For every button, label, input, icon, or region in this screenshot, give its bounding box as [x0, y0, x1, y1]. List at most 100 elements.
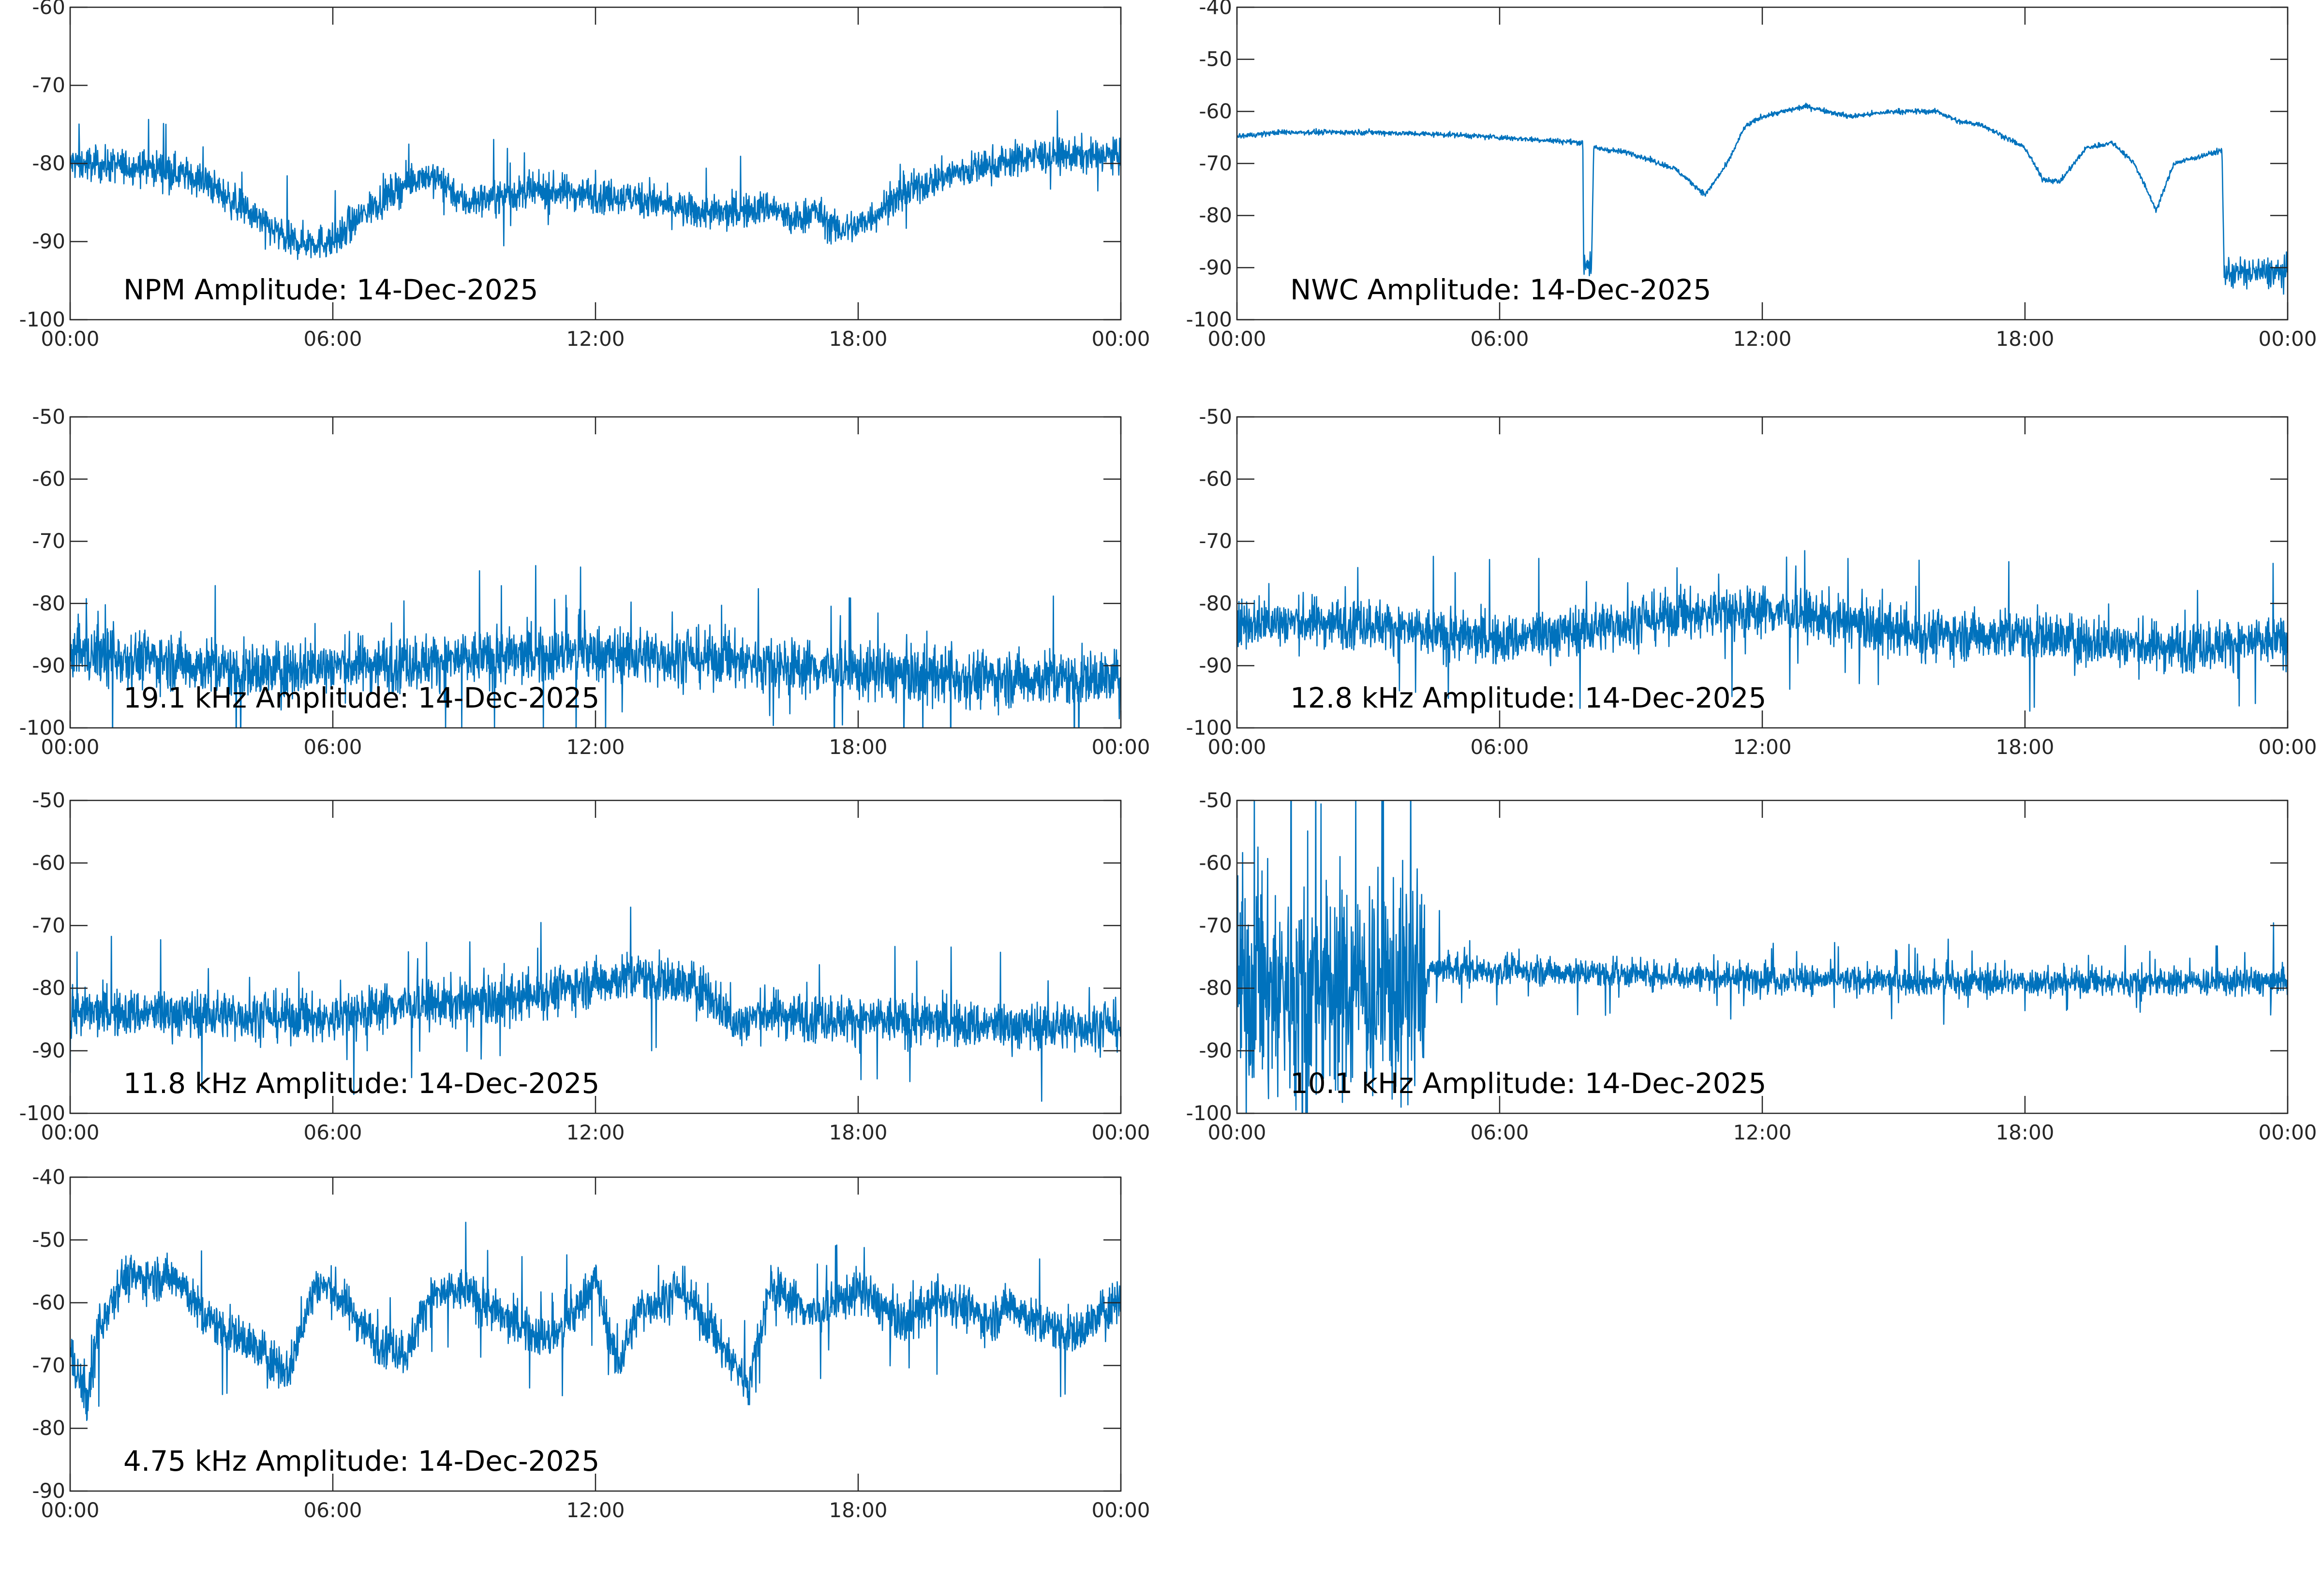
x-tick-label: 12:00: [566, 1498, 625, 1522]
y-tick-label: -40: [1199, 0, 1232, 19]
x-tick-label: 06:00: [1470, 735, 1529, 759]
amplitude-trace: [70, 565, 1121, 728]
chart-title: NWC Amplitude: 14-Dec-2025: [1290, 273, 1711, 306]
y-tick-label: -80: [32, 976, 65, 1000]
y-tick-label: -90: [32, 1039, 65, 1063]
y-tick-label: -90: [32, 1479, 65, 1503]
amplitude-trace: [70, 906, 1121, 1102]
y-tick-label: -70: [32, 529, 65, 553]
y-tick-label: -90: [32, 653, 65, 677]
y-tick-label: -100: [19, 308, 65, 331]
axes-box: [69, 799, 1122, 1114]
y-tick-label: -60: [32, 0, 65, 19]
x-tick-label: 06:00: [303, 735, 362, 759]
y-tick-label: -70: [1199, 529, 1232, 553]
y-tick-label: -80: [1199, 976, 1232, 1000]
x-tick-label: 06:00: [1470, 1121, 1529, 1144]
y-tick-label: -70: [1199, 151, 1232, 175]
y-tick-label: -90: [1199, 653, 1232, 677]
y-tick-label: -60: [32, 1291, 65, 1315]
x-tick-label: 00:00: [1207, 327, 1266, 351]
y-tick-label: -60: [1199, 467, 1232, 491]
y-tick-label: -100: [19, 1101, 65, 1125]
y-tick-label: -90: [1199, 255, 1232, 279]
y-tick-label: -60: [1199, 851, 1232, 874]
y-tick-label: -80: [1199, 591, 1232, 615]
chart-title: 10.1 kHz Amplitude: 14-Dec-2025: [1290, 1067, 1766, 1100]
x-tick-label: 00:00: [2258, 1121, 2317, 1144]
y-tick-label: -50: [32, 1228, 65, 1252]
x-tick-label: 12:00: [566, 327, 625, 351]
x-tick-label: 12:00: [1733, 327, 1791, 351]
y-tick-label: -50: [32, 788, 65, 812]
x-tick-label: 06:00: [1470, 327, 1529, 351]
y-tick-label: -50: [1199, 47, 1232, 71]
y-tick-label: -50: [1199, 405, 1232, 429]
y-tick-label: -90: [32, 230, 65, 253]
chart-title: 11.8 kHz Amplitude: 14-Dec-2025: [123, 1067, 599, 1100]
x-tick-label: 00:00: [1207, 1121, 1266, 1144]
y-tick-label: -100: [19, 716, 65, 739]
y-tick-label: -80: [1199, 204, 1232, 227]
chart-title: NPM Amplitude: 14-Dec-2025: [123, 273, 538, 306]
y-tick-label: -90: [1199, 1039, 1232, 1063]
y-tick-label: -80: [32, 1416, 65, 1440]
x-tick-label: 12:00: [1733, 735, 1791, 759]
y-tick-label: -100: [1186, 1101, 1232, 1125]
y-tick-label: -40: [32, 1165, 65, 1189]
x-tick-label: 18:00: [829, 1121, 887, 1144]
y-tick-label: -60: [32, 851, 65, 874]
amplitude-trace: [1237, 550, 2288, 712]
x-tick-label: 06:00: [303, 327, 362, 351]
amplitude-trace: [70, 1222, 1121, 1421]
axes-box: [1236, 799, 2289, 1114]
amplitude-trace: [70, 110, 1121, 260]
x-tick-label: 00:00: [2258, 327, 2317, 351]
x-tick-label: 06:00: [303, 1498, 362, 1522]
amplitude-trace: [1237, 103, 2288, 295]
x-tick-label: 06:00: [303, 1121, 362, 1144]
chart-title: 4.75 kHz Amplitude: 14-Dec-2025: [123, 1445, 599, 1478]
x-tick-label: 00:00: [41, 735, 99, 759]
x-tick-label: 00:00: [1091, 1121, 1150, 1144]
y-tick-label: -70: [32, 74, 65, 97]
y-tick-label: -70: [32, 914, 65, 937]
x-tick-label: 00:00: [41, 327, 99, 351]
y-tick-label: -60: [32, 467, 65, 491]
y-tick-label: -50: [32, 405, 65, 429]
amplitude-trace: [1237, 800, 2288, 1113]
y-tick-label: -100: [1186, 308, 1232, 331]
x-tick-label: 00:00: [41, 1121, 99, 1144]
x-tick-label: 18:00: [829, 1498, 887, 1522]
x-tick-label: 00:00: [1091, 1498, 1150, 1522]
x-tick-label: 00:00: [1091, 735, 1150, 759]
y-tick-label: -50: [1199, 788, 1232, 812]
x-tick-label: 12:00: [566, 735, 625, 759]
x-tick-label: 18:00: [1995, 327, 2054, 351]
x-tick-label: 00:00: [1091, 327, 1150, 351]
x-tick-label: 00:00: [1207, 735, 1266, 759]
y-tick-label: -70: [32, 1353, 65, 1377]
x-tick-label: 12:00: [1733, 1121, 1791, 1144]
x-tick-label: 00:00: [41, 1498, 99, 1522]
x-tick-label: 18:00: [1995, 1121, 2054, 1144]
x-tick-label: 18:00: [829, 327, 887, 351]
y-tick-label: -80: [32, 151, 65, 175]
x-tick-label: 00:00: [2258, 735, 2317, 759]
y-tick-label: -100: [1186, 716, 1232, 739]
y-tick-label: -70: [1199, 914, 1232, 937]
x-tick-label: 18:00: [1995, 735, 2054, 759]
x-tick-label: 12:00: [566, 1121, 625, 1144]
y-tick-label: -60: [1199, 99, 1232, 123]
chart-title: 19.1 kHz Amplitude: 14-Dec-2025: [123, 681, 599, 714]
y-tick-label: -80: [32, 591, 65, 615]
chart-title: 12.8 kHz Amplitude: 14-Dec-2025: [1290, 681, 1766, 714]
